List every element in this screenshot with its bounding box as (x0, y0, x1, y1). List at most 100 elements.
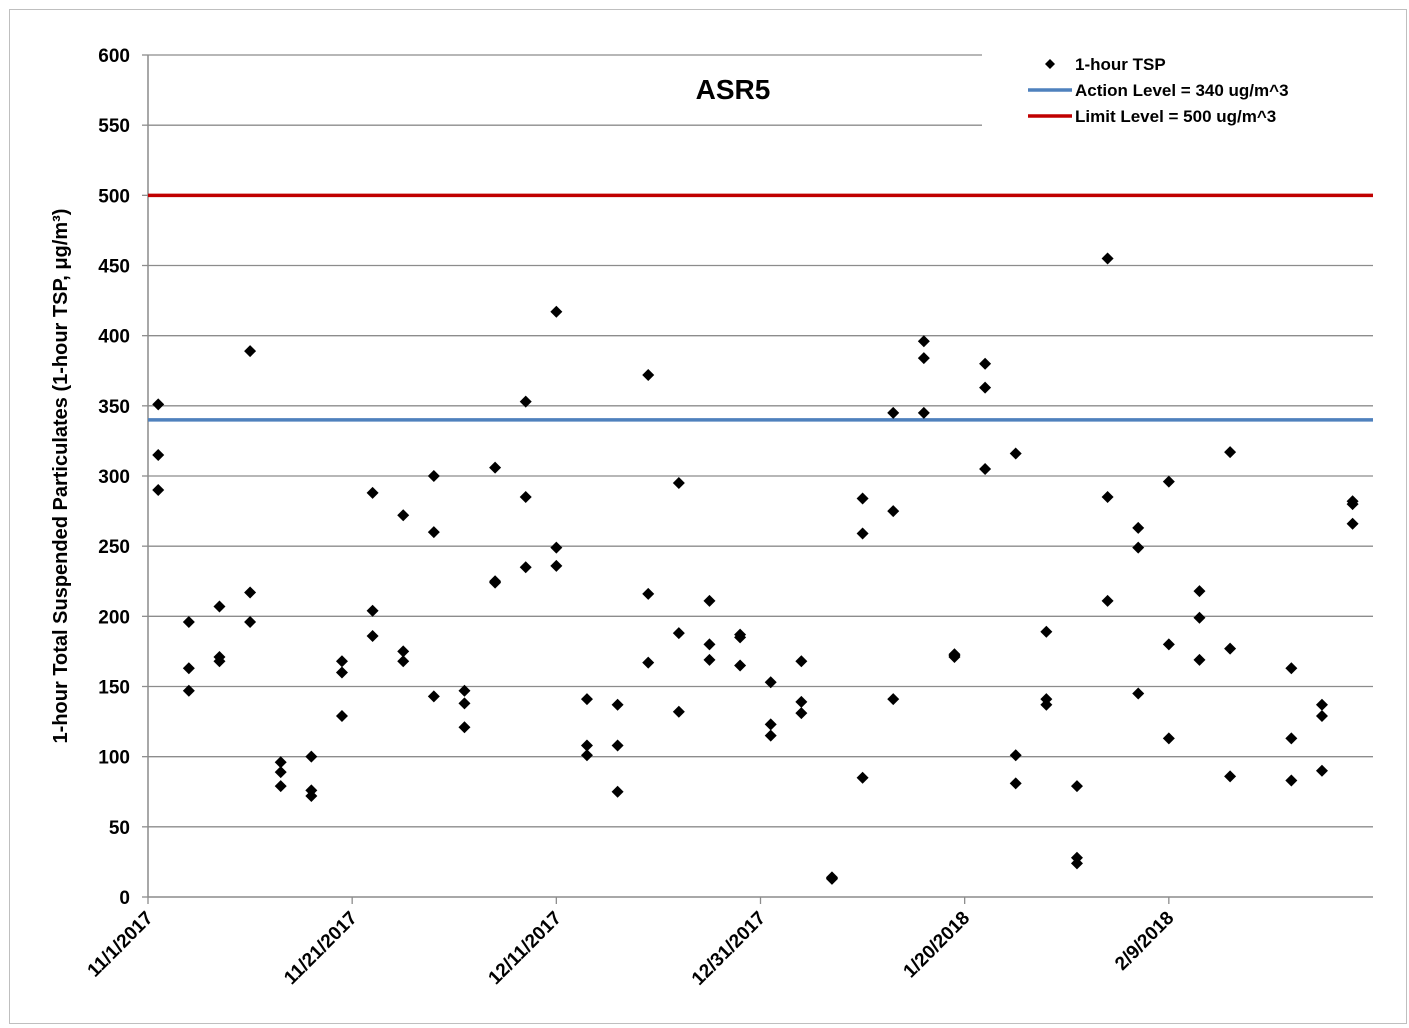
data-point (366, 604, 379, 617)
data-point (580, 739, 593, 752)
y-tick-label: 400 (98, 327, 130, 348)
data-point (917, 406, 930, 419)
data-point (335, 709, 348, 722)
data-point (1040, 625, 1053, 638)
data-point (182, 662, 195, 675)
y-tick-label: 50 (109, 818, 130, 839)
data-point (427, 690, 440, 703)
data-point (1315, 764, 1328, 777)
x-axis: 11/1/2017 11/21/2017 12/11/2017 12/31/2017 1… (84, 896, 1373, 990)
x-tick-label: 1/20/2018 (900, 908, 975, 983)
data-point (335, 655, 348, 668)
y-axis: 0 50 100 150 200 250 300 350 400 450 500 550 600 (98, 46, 149, 909)
data-point (642, 368, 655, 381)
data-point (887, 693, 900, 706)
data-point (1162, 475, 1175, 488)
legend-marker-diamond (1045, 59, 1055, 69)
data-point (213, 655, 226, 668)
data-point (397, 645, 410, 658)
data-point (182, 684, 195, 697)
data-point (1346, 517, 1359, 530)
data-point (703, 594, 716, 607)
data-point (427, 526, 440, 539)
data-point (795, 655, 808, 668)
legend-label: Limit Level = 500 ug/m^3 (1075, 107, 1276, 126)
data-point (519, 561, 532, 574)
data-point (611, 785, 624, 798)
data-point (1193, 653, 1206, 666)
data-point (458, 721, 471, 734)
y-tick-label: 500 (98, 186, 130, 207)
data-point (213, 600, 226, 613)
data-point (764, 718, 777, 731)
y-tick-label: 0 (119, 888, 130, 909)
x-tick-label: 11/1/2017 (84, 908, 158, 982)
chart-title: ASR5 (696, 74, 771, 105)
data-point (274, 756, 287, 769)
data-point (244, 586, 257, 599)
data-point (152, 398, 165, 411)
data-point (305, 750, 318, 763)
data-point (642, 587, 655, 600)
y-tick-label: 550 (98, 116, 130, 137)
data-point (580, 749, 593, 762)
y-axis-label: 1-hour Total Suspended Particulates (1-h… (50, 209, 72, 744)
data-point (1285, 732, 1298, 745)
data-point (703, 653, 716, 666)
data-point (244, 345, 257, 358)
data-point (887, 505, 900, 518)
data-point (979, 357, 992, 370)
data-point (458, 697, 471, 710)
data-point (366, 629, 379, 642)
data-point (979, 381, 992, 394)
reference-lines (148, 193, 1373, 422)
data-point (1101, 491, 1114, 504)
data-point (734, 631, 747, 644)
data-point (1101, 252, 1114, 265)
x-tick-label: 11/21/2017 (280, 908, 361, 989)
data-point (274, 780, 287, 793)
data-point (1285, 774, 1298, 787)
data-point (274, 766, 287, 779)
legend-label: Action Level = 340 ug/m^3 (1075, 81, 1289, 100)
data-point (489, 576, 502, 589)
data-point (672, 705, 685, 718)
data-point (948, 651, 961, 664)
data-point (1285, 662, 1298, 675)
y-tick-label: 250 (98, 537, 130, 558)
data-point (550, 541, 563, 554)
data-point (1132, 521, 1145, 534)
data-point (703, 638, 716, 651)
y-tick-label: 200 (98, 607, 130, 628)
data-point (1224, 446, 1237, 459)
data-point (1162, 638, 1175, 651)
data-point (1040, 698, 1053, 711)
data-point (764, 676, 777, 689)
data-point (1193, 611, 1206, 624)
data-point (1009, 447, 1022, 460)
y-tick-label: 300 (98, 467, 130, 488)
data-point (1224, 770, 1237, 783)
data-point (580, 693, 593, 706)
data-point (979, 462, 992, 475)
data-point (611, 698, 624, 711)
data-point (152, 448, 165, 461)
data-point (550, 305, 563, 318)
data-point (397, 655, 410, 668)
legend-label: 1-hour TSP (1075, 55, 1166, 74)
data-point (1132, 687, 1145, 700)
data-point (1070, 857, 1083, 870)
y-tick-label: 600 (98, 46, 130, 67)
y-tick-label: 100 (98, 748, 130, 769)
data-point (305, 789, 318, 802)
data-point (335, 666, 348, 679)
data-point (1315, 709, 1328, 722)
data-point (1224, 642, 1237, 655)
data-point (917, 335, 930, 348)
data-point (366, 486, 379, 499)
data-point (1132, 541, 1145, 554)
data-point (519, 491, 532, 504)
data-point (672, 627, 685, 640)
data-point (856, 527, 869, 540)
